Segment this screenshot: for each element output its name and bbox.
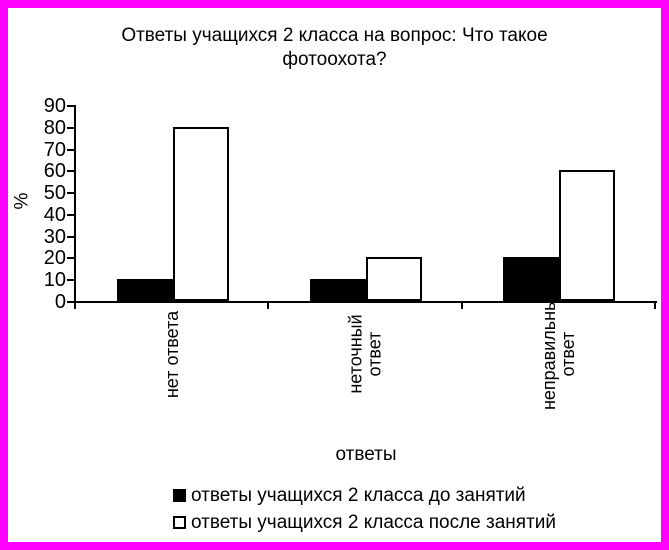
x-axis-tick [74,301,76,309]
chart-title-text: Ответы учащихся 2 класса на вопрос: Что … [121,25,548,70]
y-axis-tick [67,279,74,282]
chart-title: Ответы учащихся 2 класса на вопрос: Что … [8,24,661,72]
y-axis-tick-label: 80 [43,116,66,139]
legend-label: ответы учащихся 2 класса после занятий [191,511,557,533]
y-axis-tick [67,148,74,151]
y-axis-tick-label: 20 [43,247,66,270]
y-axis-tick [67,235,74,238]
category-label: нет ответа [162,310,183,398]
y-axis-tick-label: 70 [43,138,66,161]
bar-before-cat1 [116,279,173,301]
bar-after-cat3 [559,170,616,301]
legend-swatch-before [173,489,186,502]
y-axis-title: % [11,192,32,210]
y-axis-tick-label: 90 [43,95,66,117]
y-axis-tick [67,301,74,303]
bar-after-cat2 [366,257,422,301]
y-axis-tick-label: 60 [43,160,66,183]
legend-swatch-after [173,516,186,529]
legend-label: ответы учащихся 2 класса до занятий [191,484,526,506]
y-axis-line [74,105,76,303]
x-axis-line [74,301,657,303]
legend-item: ответы учащихся 2 класса до занятий [173,482,556,509]
bar-before-cat3 [503,257,560,301]
category-label-wrap: нет ответа [118,304,228,404]
y-axis-tick-label: 50 [43,182,66,205]
y-axis-tick [67,257,74,260]
y-axis-tick [67,170,74,173]
plot-area: 0 10 20 30 40 50 60 70 80 90 % нет ответа неточный… [8,8,661,542]
y-axis-tick-label: 0 [54,291,66,313]
x-axis-tick [267,301,270,309]
legend: ответы учащихся 2 класса до занятий ответ… [173,482,556,536]
y-axis-tick [67,192,74,195]
bar-before-cat2 [310,279,366,301]
x-axis-tick [460,301,463,309]
category-label-wrap: неправильны ответ [504,298,614,410]
x-axis-title: ответы [335,444,397,465]
y-axis-tick [67,213,74,216]
legend-item: ответы учащихся 2 класса после занятий [173,509,556,536]
y-axis-tick-label: 40 [43,203,66,226]
x-axis-tick [654,301,656,309]
category-label: неправильны ответ [539,297,579,411]
bar-after-cat1 [172,127,229,301]
y-axis-tick-label: 10 [43,269,66,292]
category-label-wrap: неточный ответ [311,304,421,404]
y-axis-tick [67,105,74,107]
category-label: неточный ответ [345,314,385,394]
y-axis-tick-label: 30 [43,225,66,248]
y-axis-title-wrap: % [8,186,36,216]
y-axis-tick [67,126,74,129]
